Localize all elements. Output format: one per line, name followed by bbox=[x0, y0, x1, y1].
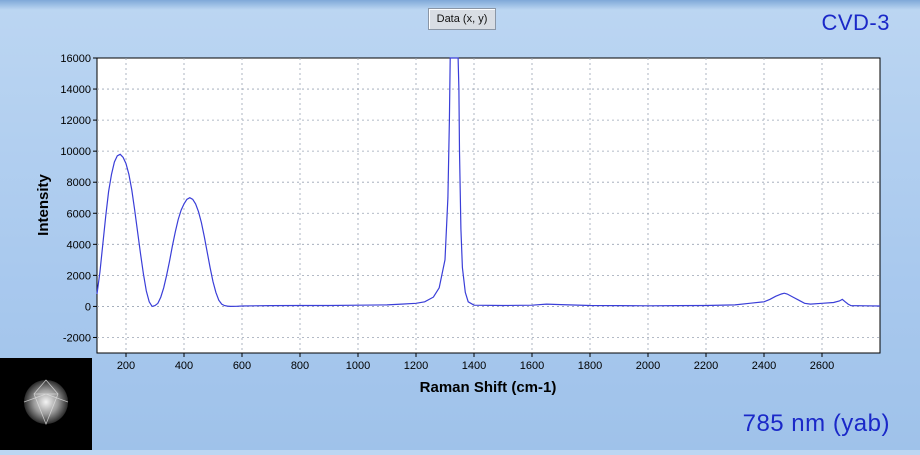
y-tick-label: 8000 bbox=[67, 177, 91, 189]
y-tick-label: 0 bbox=[85, 301, 91, 313]
x-tick-label: 1600 bbox=[520, 360, 544, 372]
x-axis-ticks: 200 400 600 800 1000 1200 1400 1600 1800 2000 2200… bbox=[117, 353, 834, 372]
x-axis-title: Raman Shift (cm-1) bbox=[420, 379, 557, 396]
legend-entry[interactable]: Data (x, y) bbox=[428, 8, 496, 30]
x-tick-label: 200 bbox=[117, 360, 135, 372]
y-tick-label: 4000 bbox=[67, 239, 91, 251]
y-tick-label: 2000 bbox=[67, 270, 91, 282]
window-frame bbox=[0, 0, 920, 10]
diamond-sample-icon bbox=[23, 379, 69, 426]
y-tick-label: 12000 bbox=[60, 115, 91, 127]
x-tick-label: 2600 bbox=[810, 360, 834, 372]
laser-wavelength-label: 785 nm (yab) bbox=[742, 410, 890, 437]
x-tick-label: 600 bbox=[233, 360, 251, 372]
x-tick-label: 1800 bbox=[578, 360, 602, 372]
x-tick-label: 1200 bbox=[404, 360, 428, 372]
chart-title: CVD-3 bbox=[821, 10, 890, 35]
plot-background bbox=[96, 57, 881, 354]
y-axis-title: Intensity bbox=[35, 174, 52, 236]
x-tick-label: 2400 bbox=[752, 360, 776, 372]
y-axis-ticks: -2000 0 2000 4000 6000 8000 10000 12000 14000 160… bbox=[60, 53, 97, 344]
series-line-data bbox=[96, 57, 881, 308]
sample-thumbnail bbox=[0, 358, 92, 450]
x-tick-label: 1000 bbox=[346, 360, 370, 372]
x-tick-label: 2200 bbox=[694, 360, 718, 372]
y-tick-label: 6000 bbox=[67, 208, 91, 220]
x-tick-label: 400 bbox=[175, 360, 193, 372]
y-tick-label: -2000 bbox=[63, 332, 91, 344]
x-tick-label: 2000 bbox=[636, 360, 660, 372]
y-tick-label: 14000 bbox=[60, 84, 91, 96]
x-tick-label: 800 bbox=[291, 360, 309, 372]
y-tick-label: 10000 bbox=[60, 146, 91, 158]
x-tick-label: 1400 bbox=[462, 360, 486, 372]
y-tick-label: 16000 bbox=[60, 53, 91, 65]
